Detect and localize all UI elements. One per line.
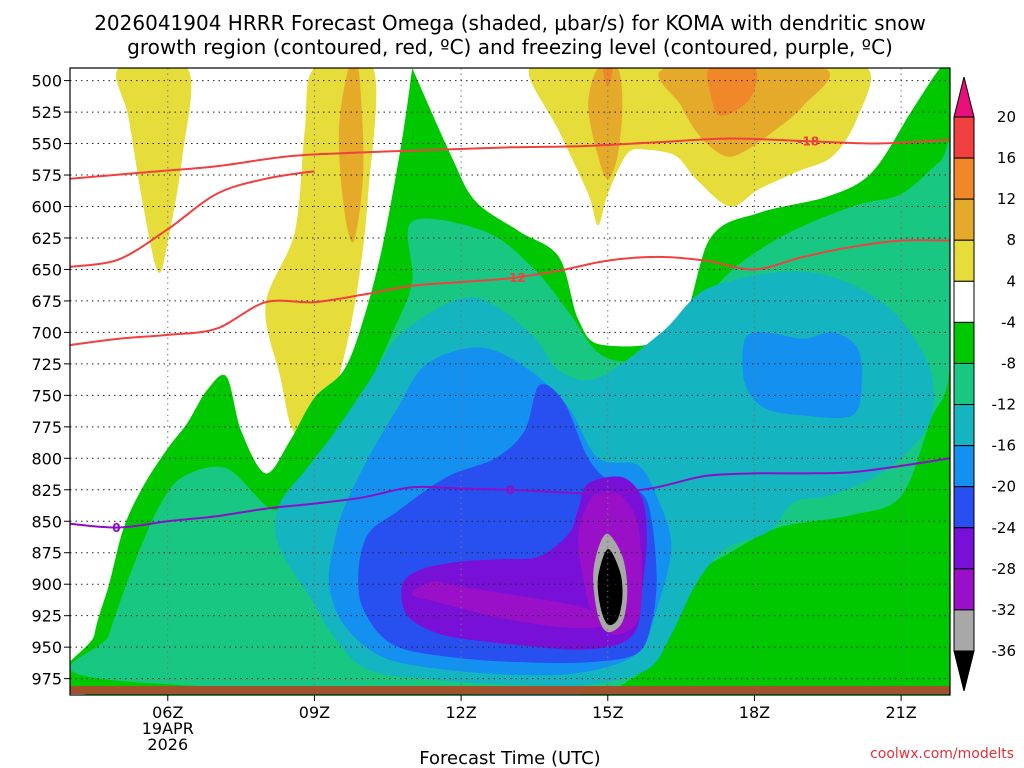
omega-region-8-4 (588, 68, 623, 179)
colorbar-label-8: 8 (1006, 231, 1016, 249)
contour-label-dendritic-snow-bottom-0: -12 (504, 271, 526, 285)
colorbar-bottom-arrow (953, 650, 975, 692)
colorbar-bin--8 (953, 362, 975, 406)
y-tick-label-675: 675 (31, 292, 62, 311)
colorbar-label-4: 4 (1006, 272, 1016, 290)
y-tick-label-900: 900 (31, 575, 62, 594)
x-axis-title: Forecast Time (UTC) (419, 748, 600, 768)
colorbar-label-16: 16 (997, 149, 1016, 167)
y-tick-label-925: 925 (31, 607, 62, 626)
colorbar-bin-4 (953, 239, 975, 282)
contour-dendritic-snow-top-west (70, 170, 315, 268)
contour-freezing-level (70, 457, 950, 529)
y-tick-label-550: 550 (31, 135, 62, 154)
colorbar-label-12: 12 (997, 190, 1016, 208)
colorbar-bin-0 (953, 280, 975, 323)
x-tick-label-21Z: 21Z (885, 703, 916, 722)
y-tick-label-650: 650 (31, 260, 62, 279)
colorbar-bin-16 (953, 116, 975, 159)
colorbar-label--4: -4 (1001, 313, 1016, 331)
colorbar-label--20: -20 (992, 478, 1017, 496)
colorbar-bin--12 (953, 404, 975, 447)
x-date-label-1: 2026 (147, 735, 188, 754)
colorbar-bin--16 (953, 445, 975, 488)
omega-region-12-7 (602, 68, 613, 87)
colorbar-bin--32 (953, 609, 975, 652)
y-tick-label-525: 525 (31, 103, 62, 122)
credit-link[interactable]: coolwx.com/modelts (870, 746, 1014, 762)
contour-dendritic-snow-bottom (70, 239, 950, 346)
colorbar-bin-12 (953, 157, 975, 200)
contour-layer: -18 -12 0 0 (70, 135, 950, 535)
y-tick-label-575: 575 (31, 166, 62, 185)
colorbar-label--24: -24 (992, 519, 1017, 537)
chart-title-line1: 2026041904 HRRR Forecast Omega (shaded, … (94, 11, 926, 35)
y-tick-label-625: 625 (31, 229, 62, 248)
colorbar-bin--20 (953, 486, 975, 529)
colorbar-label--28: -28 (992, 560, 1017, 578)
y-tick-label-950: 950 (31, 638, 62, 657)
omega-fill-layer (70, 68, 950, 695)
y-tick-label-850: 850 (31, 512, 62, 531)
omega-region--28-16 (412, 581, 603, 629)
contour-label-freezing-level-1: 0 (506, 483, 514, 497)
grid-layer (70, 68, 950, 695)
ground-surface-bar (70, 686, 950, 694)
chart-title-line2: growth region (contoured, red, ºC) and f… (127, 35, 893, 59)
colorbar-top-arrow (953, 76, 975, 118)
contour-label-dendritic-snow-top-0: -18 (797, 135, 819, 149)
y-tick-label-750: 750 (31, 386, 62, 405)
colorbar-label--16: -16 (992, 437, 1017, 455)
x-date-label-0: 19APR (142, 719, 194, 738)
y-tick-label-725: 725 (31, 355, 62, 374)
x-tick-label-06Z: 06Z (152, 703, 183, 722)
y-tick-label-700: 700 (31, 323, 62, 342)
colorbar-label-20: 20 (997, 108, 1016, 126)
x-tick-label-15Z: 15Z (592, 703, 623, 722)
colorbar-label--36: -36 (992, 642, 1017, 660)
colorbar-label--8: -8 (1001, 354, 1016, 372)
omega-region-12-6 (706, 68, 758, 116)
omega-region--36-19 (597, 548, 623, 626)
colorbar-bin--24 (953, 527, 975, 570)
y-tick-label-825: 825 (31, 481, 62, 500)
y-tick-label-800: 800 (31, 449, 62, 468)
y-tick-label-875: 875 (31, 544, 62, 563)
contour-dendritic-snow-top (70, 137, 950, 180)
colorbar-bin-8 (953, 198, 975, 241)
omega-region--16-13 (742, 332, 863, 419)
y-tick-label-775: 775 (31, 418, 62, 437)
plot-frame (69, 67, 951, 696)
y-tick-label-500: 500 (31, 72, 62, 91)
x-tick-label-18Z: 18Z (739, 703, 770, 722)
x-tick-label-09Z: 09Z (299, 703, 330, 722)
x-tick-label-12Z: 12Z (445, 703, 476, 722)
pressure-axis: 500 525 550 575 600 625 650 675 700 725 750 775 800 8… (31, 72, 70, 689)
colorbar-bin--28 (953, 568, 975, 611)
colorbar-bin--4 (953, 321, 975, 364)
contour-label-freezing-level-0: 0 (112, 521, 120, 535)
y-tick-label-975: 975 (31, 670, 62, 689)
colorbar-label--12: -12 (992, 396, 1017, 414)
omega-region-4-0 (115, 68, 192, 274)
colorbar-label--32: -32 (992, 601, 1017, 619)
omega-colorbar: 20 16 12 8 4 -4 -8 -12 -16 -20 -24 -28 -32 -36 (953, 76, 1017, 692)
y-tick-label-600: 600 (31, 197, 62, 216)
omega-region-8-5 (658, 68, 831, 157)
